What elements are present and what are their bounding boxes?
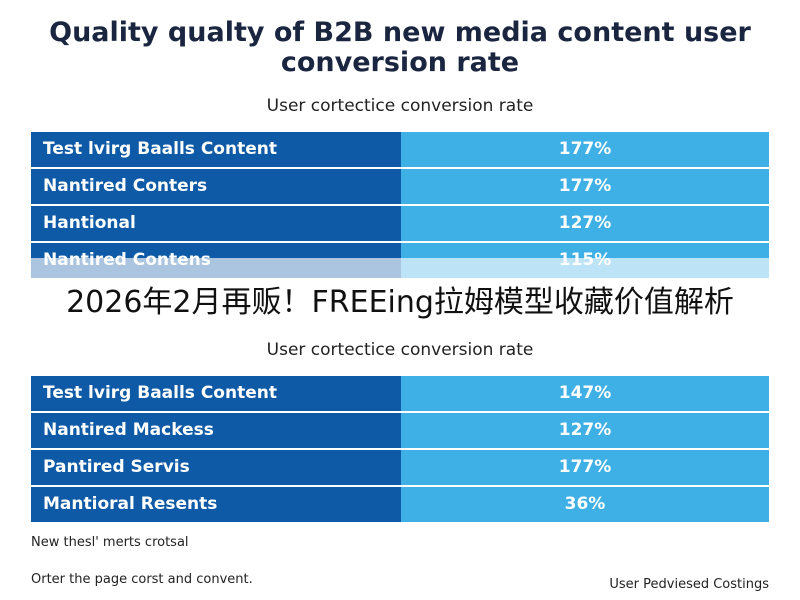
row-value: 177% [401, 132, 769, 167]
table-subtitle: User cortectice conversion rate [266, 96, 534, 116]
overlay-fade [0, 258, 800, 280]
footnote: User Pedviesed Costings [609, 577, 769, 592]
row-label: Nantired Conters [31, 169, 401, 204]
row-label: Hantional [31, 206, 401, 241]
table-row: Nantired Conters 177% [31, 169, 769, 204]
table-row: Test lvirg Baalls Content 147% [31, 376, 769, 411]
footnote: Orter the page corst and convent. [31, 572, 253, 587]
row-value: 36% [401, 487, 769, 522]
row-label: Mantioral Resents [31, 487, 401, 522]
row-value: 127% [401, 413, 769, 448]
table-subtitle: User cortectice conversion rate [266, 340, 534, 360]
row-value: 177% [401, 169, 769, 204]
table-row: Pantired Servis 177% [31, 450, 769, 485]
row-value: 177% [401, 450, 769, 485]
conversion-table-2: Test lvirg Baalls Content 147% Nantired … [31, 376, 769, 524]
row-value: 127% [401, 206, 769, 241]
row-label: Test lvirg Baalls Content [31, 376, 401, 411]
overlay-caption: 2026年2月再贩！FREEing拉姆模型收藏价值解析 [0, 280, 800, 326]
chart-title: Quality qualty of B2B new media content … [49, 17, 751, 78]
row-label: Nantired Mackess [31, 413, 401, 448]
footnote: New thesl' merts crotsal [31, 535, 189, 550]
table-row: Hantional 127% [31, 206, 769, 241]
row-value: 147% [401, 376, 769, 411]
table-row: Nantired Mackess 127% [31, 413, 769, 448]
row-label: Pantired Servis [31, 450, 401, 485]
row-label: Test lvirg Baalls Content [31, 132, 401, 167]
table-row: Test lvirg Baalls Content 177% [31, 132, 769, 167]
table-row: Mantioral Resents 36% [31, 487, 769, 522]
